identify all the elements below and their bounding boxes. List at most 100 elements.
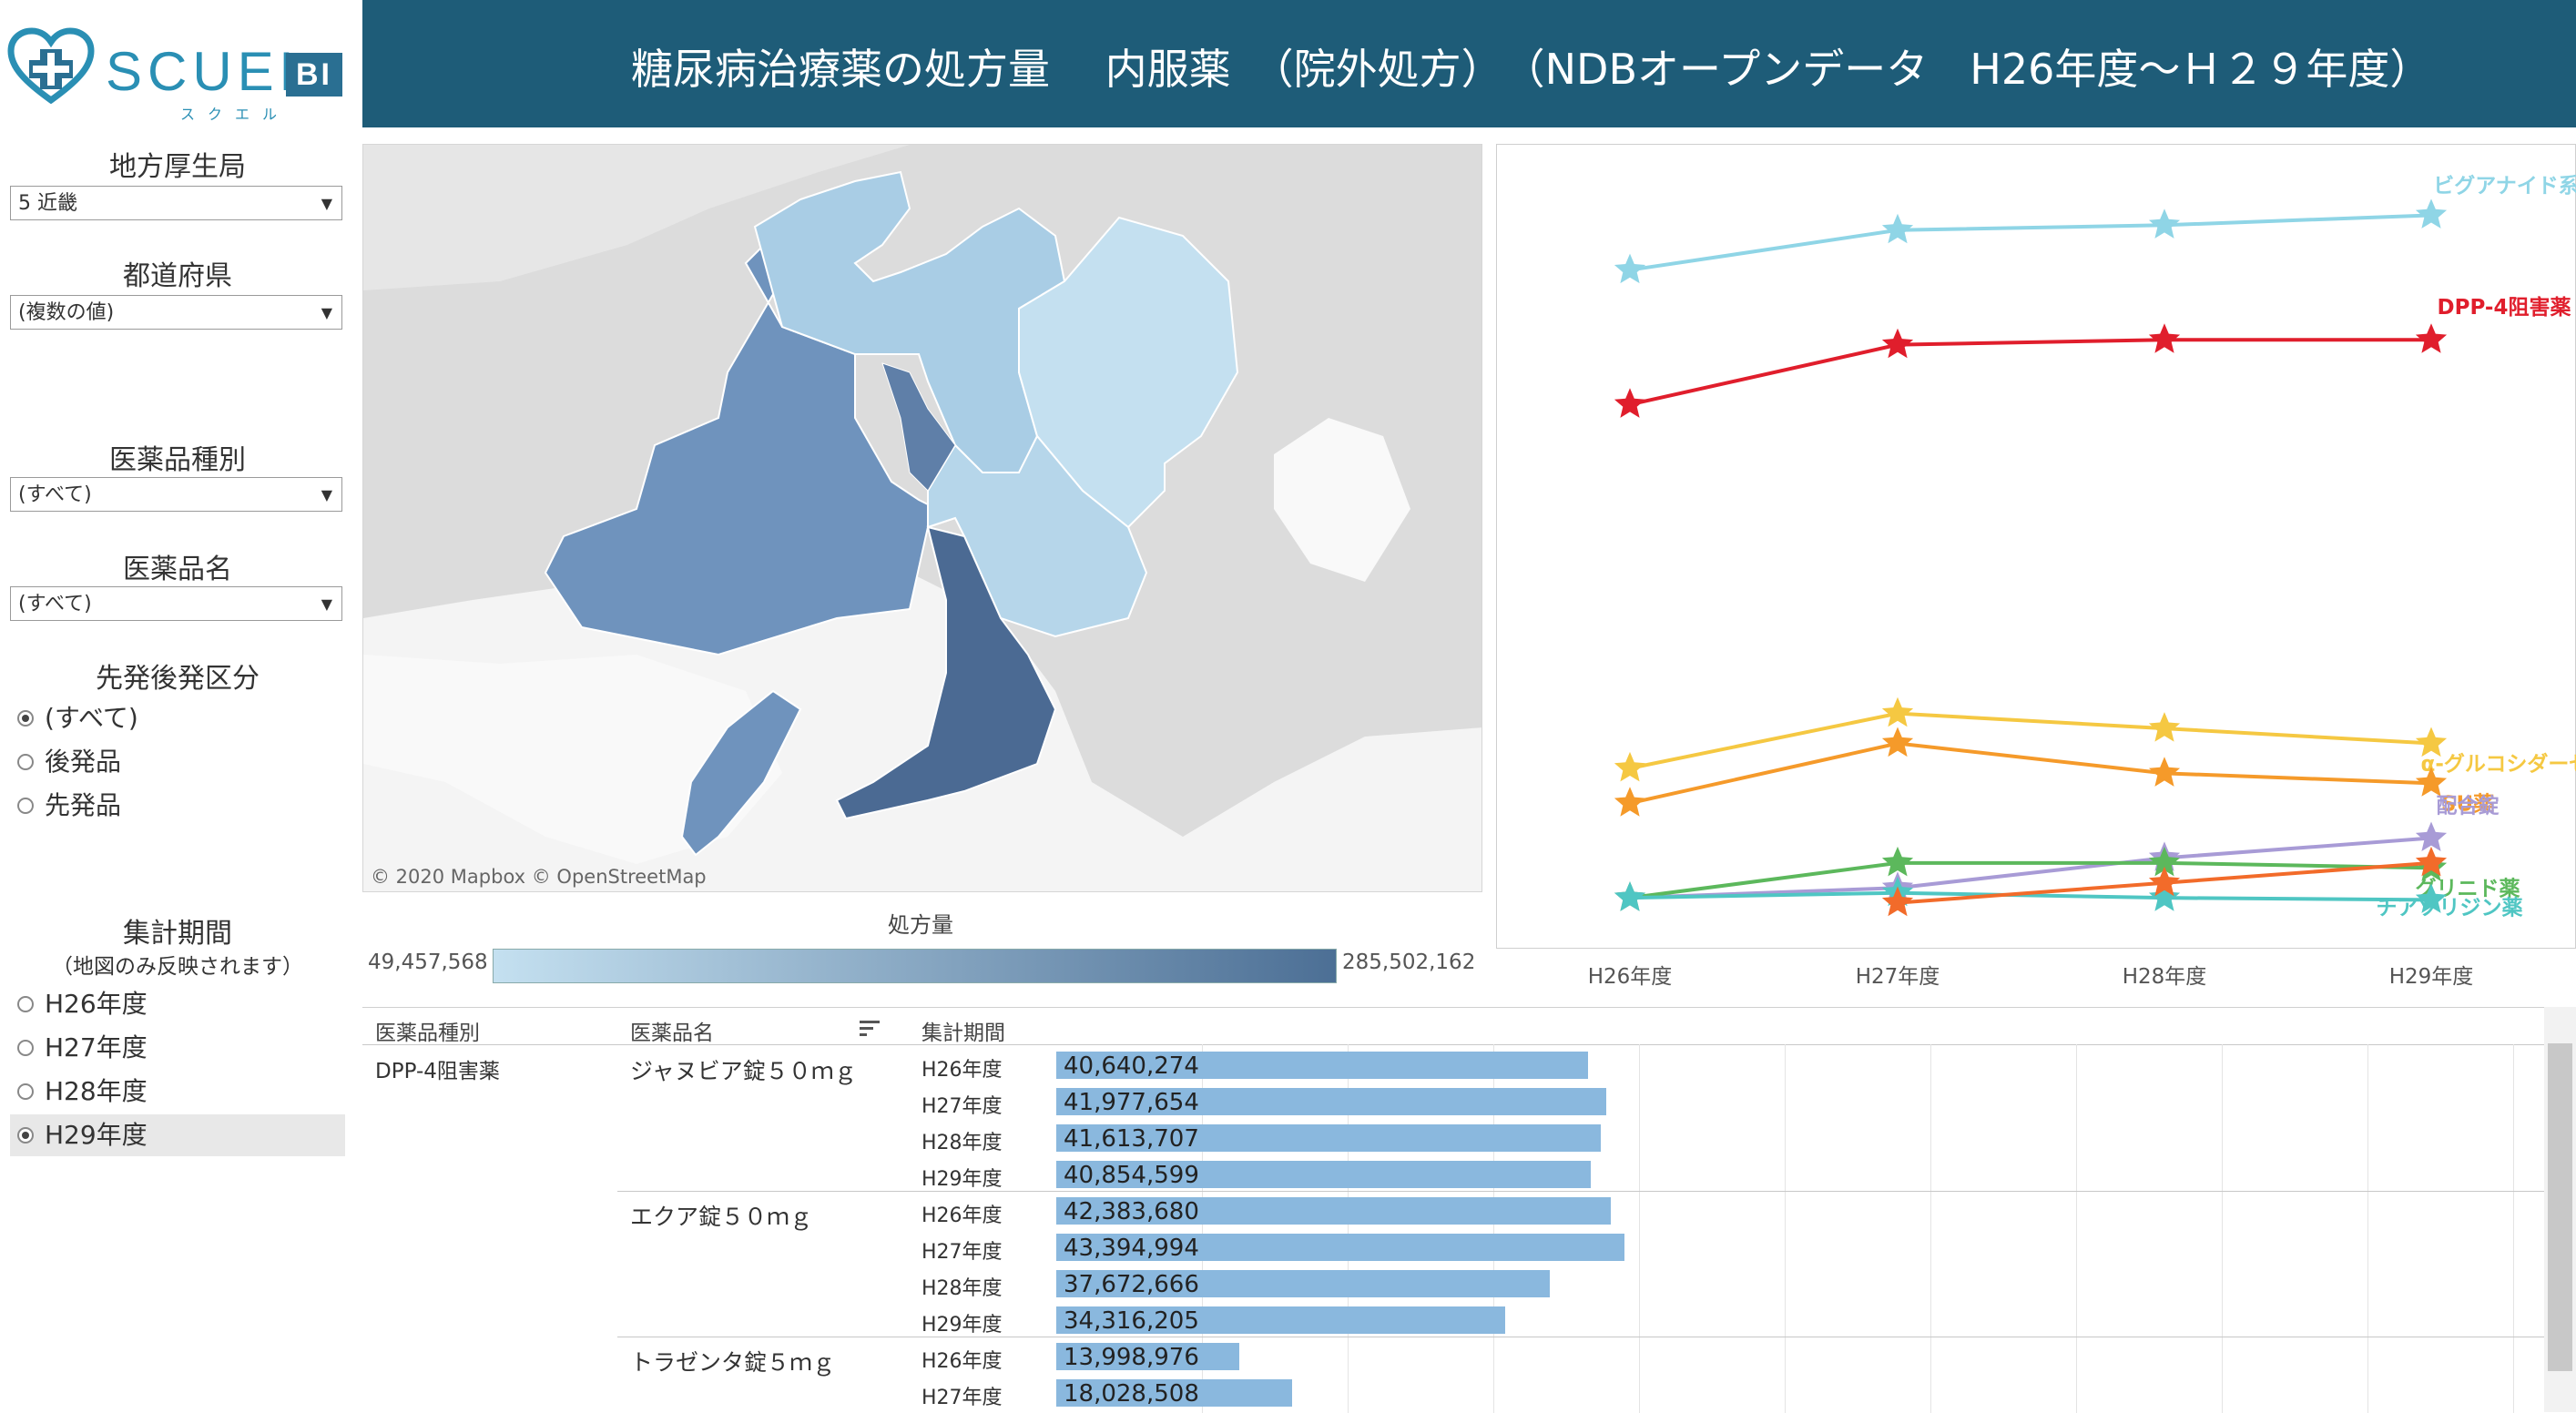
col-header-type: 医薬品種別	[375, 1022, 480, 1045]
series-1-point-2[interactable]	[2148, 323, 2181, 353]
series-2-point-3[interactable]	[2415, 727, 2448, 757]
drug-name-cell: ジャヌビア錠５０ｍｇ	[630, 1058, 857, 1084]
series-7-point-1[interactable]	[2148, 866, 2181, 897]
value-label: 41,977,654	[1064, 1089, 1199, 1116]
value-bar[interactable]: 18,028,508	[1056, 1379, 1293, 1408]
value-bar[interactable]: 13,998,976	[1056, 1343, 1240, 1371]
value-bar[interactable]: 42,383,680	[1056, 1197, 1612, 1225]
region-filter-label: 地方厚生局	[109, 151, 246, 183]
map-attribution: © 2020 Mapbox © OpenStreetMap	[371, 866, 707, 888]
series-3-point-3[interactable]	[2415, 767, 2448, 797]
table-scrollbar[interactable]	[2544, 1007, 2576, 1412]
drug-name-dropdown-value: (すべて)	[18, 593, 92, 615]
series-6-point-0[interactable]	[1614, 881, 1646, 911]
hyogo-region[interactable]	[544, 225, 958, 656]
choropleth-map[interactable]: © 2020 Mapbox © OpenStreetMap	[362, 144, 1482, 892]
osaka-region[interactable]	[835, 525, 1057, 820]
series-0-point-2[interactable]	[2148, 208, 2181, 239]
series-line-2[interactable]	[1629, 711, 2432, 770]
period-radio-h26[interactable]: H26年度	[10, 983, 345, 1025]
value-bar[interactable]: 40,854,599	[1056, 1161, 1592, 1189]
series-4-point-3[interactable]	[2415, 821, 2448, 852]
x-tick-label-1: H27年度	[1855, 965, 1940, 989]
period-cell: H26年度	[921, 1059, 1003, 1082]
value-bar[interactable]: 41,977,654	[1056, 1088, 1606, 1116]
value-bar[interactable]: 37,672,666	[1056, 1270, 1550, 1298]
series-line-4[interactable]	[1629, 836, 2432, 900]
series-3-point-1[interactable]	[1881, 727, 1914, 757]
series-0-point-1[interactable]	[1881, 213, 1914, 244]
bar-gridline	[2076, 1044, 2077, 1413]
series-6-point-3[interactable]	[2415, 883, 2448, 913]
period-radio-h29[interactable]: H29年度	[10, 1114, 345, 1156]
period-radio-h28[interactable]: H28年度	[10, 1071, 345, 1113]
dropdown-arrow-icon: ▼	[321, 595, 332, 613]
map-legend-min: 49,457,568	[368, 950, 488, 974]
series-3-point-2[interactable]	[2148, 757, 2181, 787]
bar-gridline	[2367, 1044, 2368, 1413]
bar-gridline	[1639, 1044, 1640, 1413]
generic-radio-brand[interactable]: 先発品	[10, 785, 345, 827]
period-cell: H29年度	[921, 1314, 1003, 1337]
kobe-region[interactable]	[881, 362, 956, 492]
value-label: 13,998,976	[1064, 1344, 1199, 1371]
series-1-point-3[interactable]	[2415, 323, 2448, 353]
value-bar[interactable]: 41,613,707	[1056, 1124, 1602, 1153]
series-3-point-0[interactable]	[1614, 787, 1646, 817]
sort-icon[interactable]	[860, 1019, 881, 1037]
series-label-3: SU薬	[2441, 792, 2494, 816]
drug-type-cell: DPP-4阻害薬	[375, 1060, 500, 1083]
x-tick-label-2: H28年度	[2122, 965, 2207, 989]
trend-line-chart[interactable]: ビグアナイド系薬DPP-4阻害薬α-グルコシダーゼ阻害薬SU薬配合錠グリニド薬チ…	[1496, 144, 2576, 989]
series-2-point-0[interactable]	[1614, 751, 1646, 782]
series-7-point-2[interactable]	[2415, 846, 2448, 877]
period-radio-h27[interactable]: H27年度	[10, 1027, 345, 1069]
period-cell: H26年度	[921, 1205, 1003, 1227]
series-2-point-1[interactable]	[1881, 696, 1914, 727]
series-6-point-2[interactable]	[2148, 881, 2181, 911]
series-line-1[interactable]	[1629, 338, 2431, 407]
awaji-region[interactable]	[680, 689, 802, 857]
scrollbar-thumb[interactable]	[2548, 1043, 2572, 1371]
series-1-point-1[interactable]	[1881, 328, 1914, 359]
period-cell: H29年度	[921, 1168, 1003, 1191]
drug-name-filter-label: 医薬品名	[123, 554, 232, 585]
series-7-point-0[interactable]	[1881, 886, 1914, 917]
bar-gridline	[2222, 1044, 2223, 1413]
col-header-period: 集計期間	[921, 1022, 1005, 1045]
prefecture-dropdown[interactable]: (複数の値) ▼	[10, 295, 342, 330]
series-5-point-1[interactable]	[1881, 846, 1914, 877]
dropdown-arrow-icon: ▼	[321, 486, 332, 503]
region-dropdown[interactable]: 5 近畿 ▼	[10, 186, 342, 220]
generic-radio-all[interactable]: (すべて)	[10, 697, 345, 739]
series-5-point-2[interactable]	[2148, 846, 2181, 877]
series-line-5[interactable]	[1629, 860, 2432, 900]
prefecture-dropdown-value: (複数の値)	[18, 301, 115, 324]
period-cell: H28年度	[921, 1277, 1003, 1300]
x-tick-label-0: H26年度	[1587, 965, 1673, 989]
series-0-point-0[interactable]	[1614, 253, 1646, 284]
logo-subtitle: スクエル	[180, 106, 290, 123]
series-2-point-2[interactable]	[2148, 712, 2181, 742]
series-line-3[interactable]	[1629, 741, 2432, 806]
value-bar[interactable]: 43,394,994	[1056, 1234, 1625, 1262]
series-label-0: ビグアナイド系薬	[2433, 173, 2576, 198]
value-label: 37,672,666	[1064, 1271, 1199, 1298]
series-line-0[interactable]	[1629, 213, 2432, 272]
value-label: 34,316,205	[1064, 1307, 1199, 1335]
drug-name-dropdown[interactable]: (すべて) ▼	[10, 586, 342, 621]
shiga-region[interactable]	[1018, 216, 1239, 529]
drug-type-dropdown[interactable]: (すべて) ▼	[10, 477, 342, 512]
value-bar[interactable]: 34,316,205	[1056, 1306, 1506, 1335]
series-1-point-0[interactable]	[1614, 388, 1646, 418]
logo-wordmark: SCUEL	[106, 41, 316, 102]
bar-gridline	[1930, 1044, 1931, 1413]
scuel-logo: SCUEL スクエル BI	[7, 24, 344, 123]
bar-gridline	[2513, 1044, 2514, 1413]
series-line-6[interactable]	[1629, 890, 2432, 902]
bar-gridline	[1493, 1044, 1494, 1413]
series-0-point-3[interactable]	[2415, 198, 2448, 229]
generic-radio-generic[interactable]: 後発品	[10, 741, 345, 783]
bar-gridline	[1202, 1044, 1203, 1413]
value-bar[interactable]: 40,640,274	[1056, 1052, 1589, 1080]
